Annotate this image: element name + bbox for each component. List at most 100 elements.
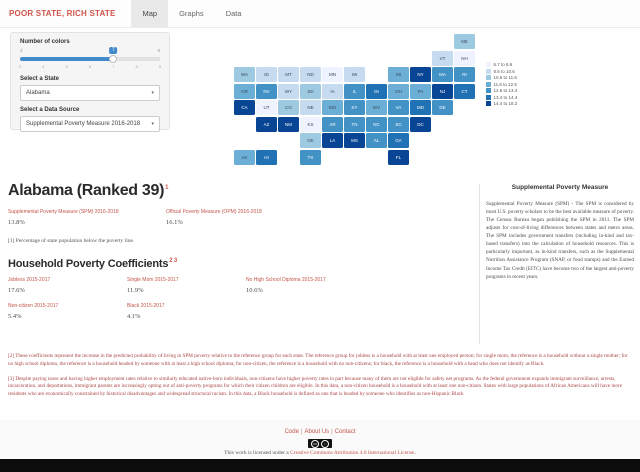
state-select[interactable]: Alabama ▾ — [20, 85, 160, 101]
slider-tick-7: 7 — [112, 64, 115, 69]
slider-min-label: 3 — [20, 48, 23, 53]
state-tile-nc[interactable]: NC — [366, 116, 387, 132]
footer-link-separator: | — [300, 429, 303, 435]
stat-label: No High School Diploma 2015-2017 — [246, 277, 326, 283]
poverty-coefficient: Jobless 2015-2017 17.6% — [8, 277, 127, 294]
state-tile-nv[interactable]: NV — [256, 83, 277, 99]
state-tile-al[interactable]: AL — [366, 133, 387, 148]
state-tile-mo[interactable]: MO — [322, 100, 343, 115]
state-tile-tn[interactable]: TN — [344, 116, 365, 132]
state-tile-nm[interactable]: NM — [278, 116, 299, 132]
state-tile-ma[interactable]: MA — [432, 67, 453, 82]
state-tile-ga[interactable]: GA — [388, 133, 409, 148]
state-tile-ut[interactable]: UT — [256, 100, 277, 115]
state-tile-vt[interactable]: VT — [432, 50, 453, 66]
state-tile-nd[interactable]: ND — [300, 67, 321, 82]
bottom-black-bar — [0, 459, 640, 472]
state-tile-tx[interactable]: TX — [300, 149, 321, 165]
state-tile-hi[interactable]: HI — [256, 149, 277, 165]
state-tile-sc[interactable]: SC — [388, 116, 409, 132]
footer-links: Code | About Us | Contact — [0, 429, 640, 435]
stat-value: 4.1% — [127, 313, 141, 320]
state-tile-or[interactable]: OR — [234, 83, 255, 99]
state-tile-ks[interactable]: KS — [300, 116, 321, 132]
poverty-coefficient: No High School Diploma 2015-2017 10.6% — [246, 277, 365, 294]
state-tile-wa[interactable]: WA — [234, 67, 255, 82]
number-of-colors-slider[interactable]: 3 9 7 3 4 5 6 7 8 9 — [18, 47, 162, 73]
slider-max-label: 9 — [157, 48, 160, 53]
controls-panel: Number of colors 3 9 7 3 4 5 6 7 8 9 Select a … — [10, 32, 170, 132]
coefficients-title: Household Poverty Coefficients2 3 — [8, 258, 178, 270]
footnote-1: [1] Percentage of state population below… — [8, 238, 135, 244]
state-tile-co[interactable]: CO — [278, 100, 299, 115]
state-tile-me[interactable]: ME — [454, 34, 475, 49]
tab-data[interactable]: Data — [225, 9, 242, 18]
legend-row: 8.6 to 10.6 — [486, 68, 517, 74]
state-tile-ak[interactable]: AK — [234, 149, 255, 165]
state-tile-de[interactable]: DE — [432, 100, 453, 115]
cc-icon: CC — [311, 439, 319, 448]
data-source-select[interactable]: Supplemental Poverty Measure 2016-2018 ▾ — [20, 116, 160, 132]
state-tile-in[interactable]: IN — [366, 83, 387, 99]
state-tile-wy[interactable]: WY — [278, 83, 299, 99]
slider-tick-8: 8 — [135, 64, 138, 69]
state-tile-mn[interactable]: MN — [322, 67, 343, 82]
state-tile-md[interactable]: MD — [410, 100, 431, 115]
state-tile-la[interactable]: LA — [322, 133, 343, 148]
legend-swatch — [486, 75, 491, 80]
slider-handle[interactable] — [109, 54, 118, 63]
footer-link-about-us[interactable]: About Us — [304, 429, 330, 435]
state-tile-wi[interactable]: WI — [344, 67, 365, 82]
state-tile-ok[interactable]: OK — [300, 133, 321, 148]
state-tile-sd[interactable]: SD — [300, 83, 321, 99]
state-tile-ms[interactable]: MS — [344, 133, 365, 148]
legend-swatch — [486, 62, 491, 67]
state-tile-ri[interactable]: RI — [454, 67, 475, 82]
state-tile-ia[interactable]: IA — [322, 83, 343, 99]
state-tile-fl[interactable]: FL — [388, 149, 409, 165]
content-aside-divider — [479, 184, 480, 344]
slider-track[interactable] — [20, 54, 160, 63]
poverty-measures: Supplemental Poverty Measure (SPM) 2016-… — [8, 209, 473, 226]
state-tile-mi[interactable]: MI — [388, 67, 409, 82]
state-tile-pa[interactable]: PA — [410, 83, 431, 99]
cc-license-badge[interactable]: CC i — [308, 439, 332, 448]
page-title: Alabama (Ranked 39)1 — [8, 182, 169, 199]
legend-swatch — [486, 101, 491, 106]
legend-swatch — [486, 94, 491, 100]
stat-value: 11.9% — [127, 287, 144, 294]
state-tile-ca[interactable]: CA — [234, 100, 255, 115]
state-tile-va[interactable]: VA — [388, 100, 409, 115]
license-link[interactable]: Creative Commons Attribution 4.0 Interna… — [290, 450, 415, 456]
state-tile-il[interactable]: IL — [344, 83, 365, 99]
state-tile-dc[interactable]: DC — [410, 116, 431, 132]
poverty-coefficient: Black 2015-2017 4.1% — [127, 303, 246, 320]
stat-label: Official Poverty Measure (OPM) 2016-2018 — [166, 209, 262, 215]
state-tile-mt[interactable]: MT — [278, 67, 299, 82]
state-select-label: Select a State — [20, 76, 60, 82]
poverty-coefficient: Non-citizen 2015-2017 5.4% — [8, 303, 127, 320]
footnote-3: [3] Despite paying taxes and having high… — [8, 375, 623, 398]
state-tile-id[interactable]: ID — [256, 67, 277, 82]
app-brand[interactable]: POOR STATE, RICH STATE — [9, 9, 116, 18]
state-tile-nj[interactable]: NJ — [432, 83, 453, 99]
slider-tick-9: 9 — [158, 64, 162, 69]
footer-link-contact[interactable]: Contact — [334, 429, 356, 435]
state-tile-ny[interactable]: NY — [410, 67, 431, 82]
state-tile-nh[interactable]: NH — [454, 50, 475, 66]
state-tile-ky[interactable]: KY — [344, 100, 365, 115]
footnote-ref-2-3: 2 3 — [169, 258, 178, 265]
legend-row: 10.6 to 11.6 — [486, 75, 517, 80]
state-tile-ne[interactable]: NE — [300, 100, 321, 115]
stat-value: 10.6% — [246, 287, 263, 294]
state-tile-oh[interactable]: OH — [388, 83, 409, 99]
tab-map[interactable]: Map — [131, 0, 169, 27]
state-tile-ar[interactable]: AR — [322, 116, 343, 132]
state-tile-wv[interactable]: WV — [366, 100, 387, 115]
state-tile-ct[interactable]: CT — [454, 83, 475, 99]
tab-graphs[interactable]: Graphs — [179, 9, 204, 18]
footer-link-code[interactable]: Code — [284, 429, 299, 435]
slider-tick-3: 3 — [18, 64, 22, 69]
state-tile-az[interactable]: AZ — [256, 116, 277, 132]
legend-swatch — [486, 68, 491, 74]
